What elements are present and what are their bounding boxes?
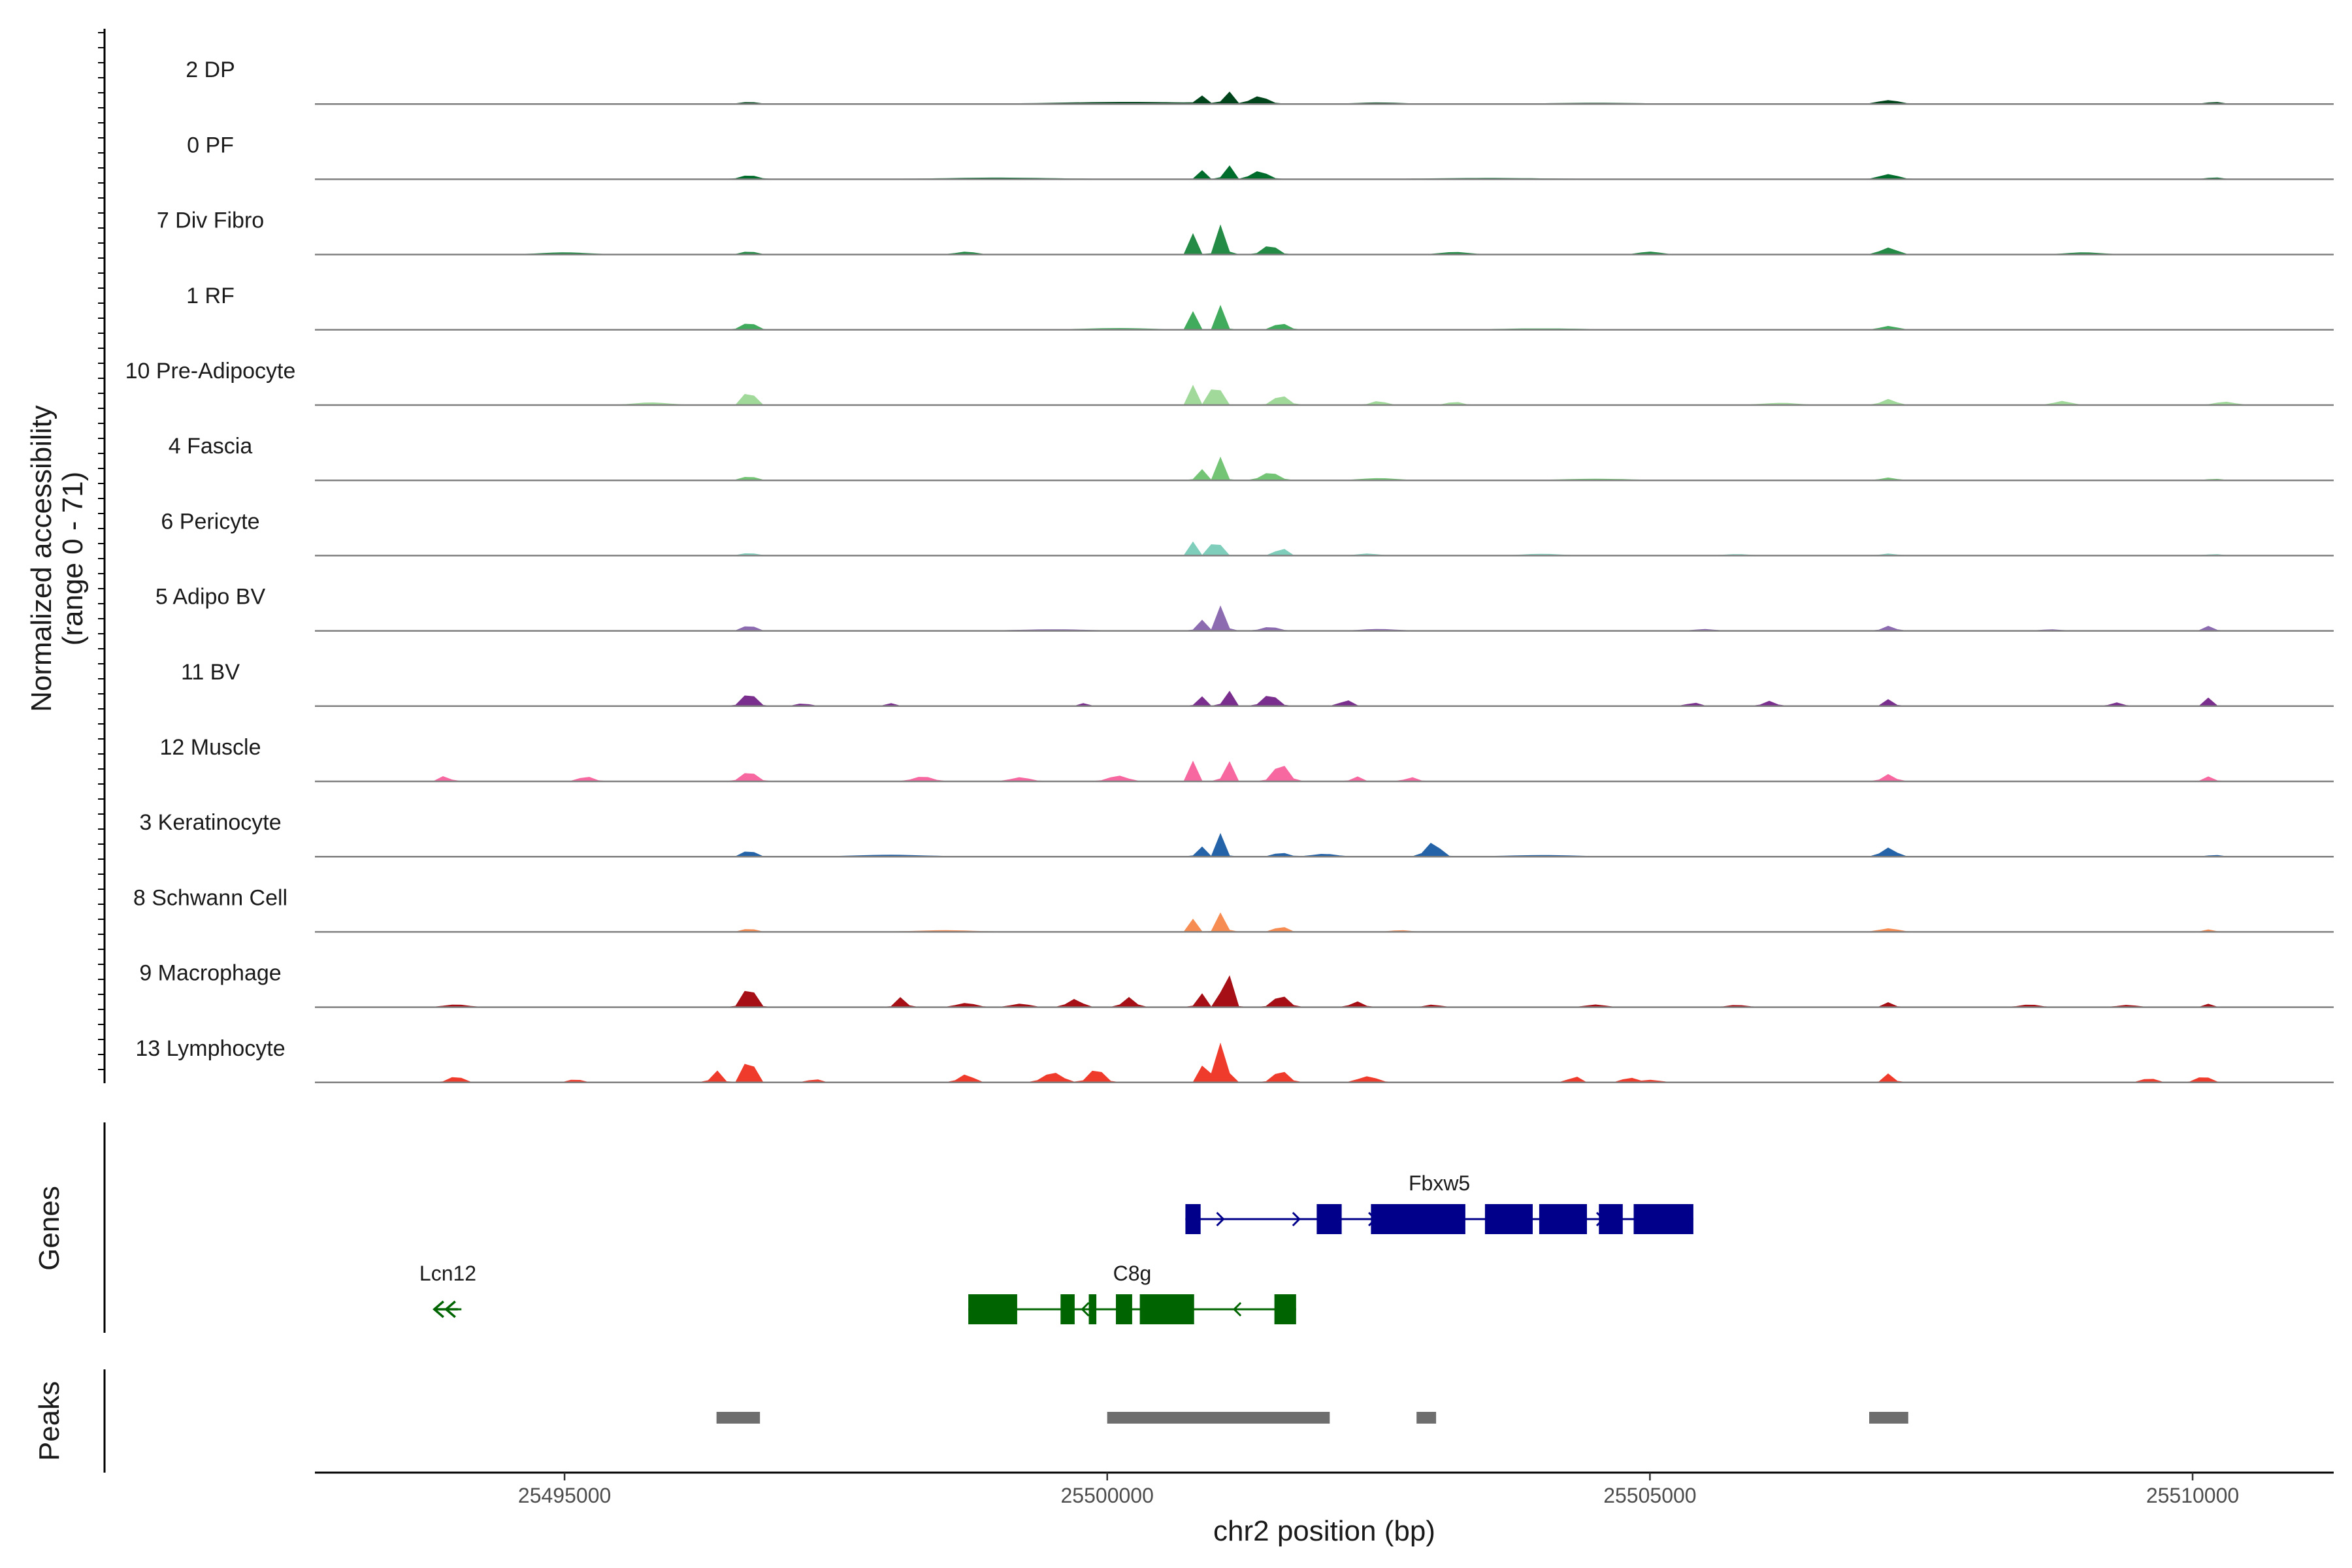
- track-label: 8 Schwann Cell: [133, 885, 287, 910]
- x-axis-ticks: 25495000 25500000 25505000 25510000: [518, 1473, 2239, 1507]
- exon: [1484, 1204, 1533, 1234]
- track-5: 10 Pre-Adipocyte: [125, 359, 2334, 406]
- exon: [1088, 1294, 1097, 1324]
- peak-regions: [716, 1412, 1908, 1424]
- x-axis-title: chr2 position (bp): [1213, 1515, 1435, 1547]
- y-axis-range: (range 0 - 71): [57, 472, 89, 646]
- genes-panel-label: Genes: [33, 1186, 65, 1271]
- exon: [1633, 1204, 1693, 1234]
- gene-lcn12: Lcn12: [419, 1262, 476, 1318]
- peak-region: [1107, 1412, 1330, 1424]
- track-label: 6 Pericyte: [161, 509, 259, 534]
- strand-arrow: [1216, 1211, 1225, 1227]
- track-4: 1 RF: [186, 284, 2334, 331]
- x-tick-label: 25510000: [2146, 1484, 2239, 1507]
- coverage-y-axis-ticks: [98, 32, 105, 1070]
- x-tick-label: 25505000: [1603, 1484, 1696, 1507]
- track-9: 11 BV: [181, 660, 2334, 708]
- track-12: 8 Schwann Cell: [133, 885, 2334, 933]
- exon: [1060, 1294, 1075, 1324]
- exon: [1139, 1294, 1194, 1324]
- coverage-tracks: 2 DP 0 PF 7 Div Fibro 1 RF 10 Pre-Adipocyte 4…: [125, 57, 2334, 1084]
- exon: [1116, 1294, 1132, 1324]
- exon: [1371, 1204, 1465, 1234]
- track-11: 3 Keratinocyte: [139, 810, 2334, 858]
- peak-region: [1416, 1412, 1437, 1424]
- track-label: 9 Macrophage: [139, 961, 281, 986]
- track-label: 1 RF: [186, 284, 235, 308]
- track-label: 13 Lymphocyte: [135, 1036, 285, 1061]
- genes-panel: Genes Fbxw5 C8g Lcn12: [33, 1122, 1693, 1333]
- peak-region: [1869, 1412, 1908, 1424]
- track-label: 11 BV: [181, 660, 240, 685]
- peak-region: [716, 1412, 760, 1424]
- track-1: 2 DP: [186, 57, 2334, 105]
- gene-models: Fbxw5 C8g Lcn12: [419, 1171, 1693, 1324]
- track-13: 9 Macrophage: [139, 961, 2334, 1008]
- track-label: 0 PF: [187, 133, 234, 157]
- exon: [1316, 1204, 1342, 1234]
- x-axis: 25495000 25500000 25505000 25510000 chr2 po…: [315, 1471, 2334, 1547]
- track-7: 6 Pericyte: [161, 509, 2334, 557]
- strand-arrow: [1292, 1211, 1301, 1227]
- exon: [1599, 1204, 1623, 1234]
- track-10: 12 Muscle: [160, 735, 2334, 783]
- coverage-y-axis-title: Normalized accessibility (range 0 - 71): [25, 405, 89, 711]
- track-label: 3 Keratinocyte: [139, 810, 281, 835]
- peaks-panel-label: Peaks: [33, 1381, 65, 1461]
- y-axis-title: Normalized accessibility: [25, 405, 57, 711]
- gene-label: Lcn12: [419, 1262, 476, 1285]
- track-2: 0 PF: [187, 133, 2334, 180]
- exon: [968, 1294, 1017, 1324]
- track-8: 5 Adipo BV: [155, 585, 2334, 632]
- gene-c8g: C8g: [968, 1262, 1296, 1324]
- track-label: 10 Pre-Adipocyte: [125, 359, 296, 384]
- track-label: 5 Adipo BV: [155, 585, 266, 610]
- exon: [1185, 1204, 1201, 1234]
- gene-label: C8g: [1113, 1262, 1152, 1285]
- peaks-panel: Peaks: [33, 1369, 1908, 1473]
- exon: [1274, 1294, 1296, 1324]
- track-label: 4 Fascia: [169, 434, 253, 459]
- track-14: 13 Lymphocyte: [135, 1036, 2334, 1084]
- x-tick-label: 25500000: [1061, 1484, 1154, 1507]
- track-label: 2 DP: [186, 57, 235, 82]
- gene-label: Fbxw5: [1409, 1171, 1470, 1195]
- track-label: 12 Muscle: [160, 735, 261, 760]
- exon: [1539, 1204, 1587, 1234]
- track-label: 7 Div Fibro: [157, 208, 264, 233]
- track-3: 7 Div Fibro: [157, 208, 2334, 255]
- strand-arrow: [1232, 1301, 1242, 1317]
- gene-fbxw5: Fbxw5: [1185, 1171, 1693, 1234]
- strand-arrow: [1081, 1301, 1090, 1317]
- x-tick-label: 25495000: [518, 1484, 611, 1507]
- track-6: 4 Fascia: [169, 434, 2334, 482]
